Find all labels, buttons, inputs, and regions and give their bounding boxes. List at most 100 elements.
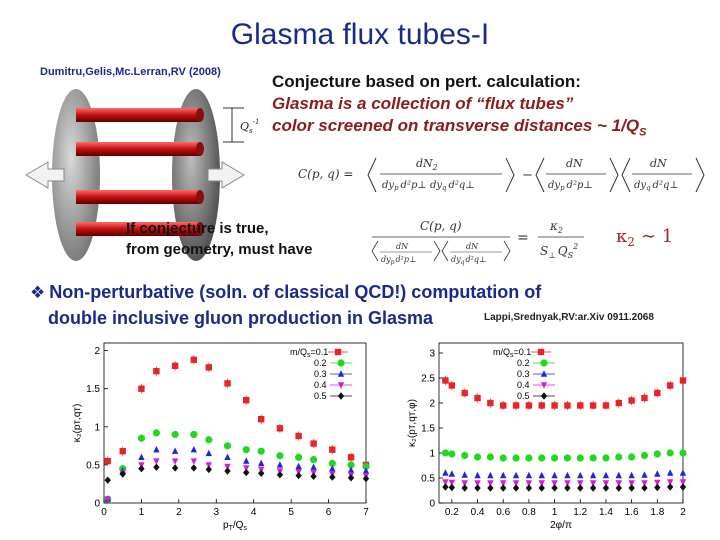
data-point xyxy=(276,471,284,479)
data-point xyxy=(654,483,661,492)
data-point xyxy=(564,484,571,492)
data-point xyxy=(577,471,584,479)
data-point xyxy=(474,484,481,492)
data-point xyxy=(224,467,231,475)
data-point xyxy=(153,463,160,471)
attribution: Dumitru,Gelis,Mc.Lerran,RV (2008) xyxy=(40,66,221,78)
data-point xyxy=(500,484,507,492)
data-point xyxy=(666,449,674,457)
data-point xyxy=(538,402,545,409)
data-point xyxy=(602,471,610,479)
legend-label: 0.2 xyxy=(517,358,530,368)
x-tick-label: 0 xyxy=(101,507,107,518)
series-0.5 xyxy=(104,463,370,484)
data-point xyxy=(525,454,533,462)
data-point xyxy=(628,453,636,461)
qs-label: Qs-1 xyxy=(240,118,259,135)
svg-text:dyqd²q⊥: dyqd²q⊥ xyxy=(451,255,486,266)
series-0.4 xyxy=(442,479,687,487)
svg-text:=: = xyxy=(517,230,529,246)
legend-marker xyxy=(540,359,548,367)
data-point xyxy=(171,430,179,439)
legend-marker xyxy=(540,392,548,400)
bullet-line-2: double inclusive gluon production in Gla… xyxy=(48,308,434,328)
legend-marker xyxy=(540,382,548,389)
data-point xyxy=(243,457,250,464)
flux-tube-3 xyxy=(76,190,200,204)
data-point xyxy=(538,454,546,462)
svg-text:κ2∼ 1: κ2 ∼ 1 xyxy=(616,226,673,249)
data-point xyxy=(138,385,145,392)
data-point xyxy=(589,454,597,462)
data-point xyxy=(679,483,687,491)
if-conjecture-line-2: from geometry, must have xyxy=(126,241,313,258)
data-point xyxy=(295,471,302,480)
data-point xyxy=(347,466,355,473)
data-point xyxy=(525,471,533,479)
flux-tube-1 xyxy=(76,108,200,122)
data-point xyxy=(224,380,231,387)
data-point xyxy=(329,473,336,481)
data-point xyxy=(615,471,622,479)
data-point xyxy=(512,484,520,492)
data-point xyxy=(654,470,661,477)
data-point xyxy=(564,480,571,487)
data-point xyxy=(295,453,303,461)
data-point xyxy=(525,484,533,492)
data-point xyxy=(512,471,520,479)
data-point xyxy=(654,389,661,397)
conjecture-line-1: Conjecture based on pert. calculation: xyxy=(272,72,581,91)
data-point xyxy=(577,480,584,487)
data-point xyxy=(171,458,179,465)
legend-marker xyxy=(337,392,345,400)
data-point xyxy=(589,402,597,409)
conjecture-block: Conjecture based on pert. calculation: G… xyxy=(272,71,646,143)
data-point xyxy=(310,455,318,464)
y-tick-label: 0 xyxy=(429,499,435,510)
legend-marker xyxy=(337,370,345,377)
formula-lhs: C(p, q) = xyxy=(298,167,353,181)
data-point xyxy=(104,457,111,465)
data-point xyxy=(104,496,111,503)
data-point xyxy=(104,476,111,484)
legend-label: 0.5 xyxy=(314,391,327,401)
data-point xyxy=(442,377,449,384)
plot-frame xyxy=(438,342,684,504)
legend-marker xyxy=(337,382,345,389)
data-point xyxy=(666,382,674,389)
data-point xyxy=(448,479,456,487)
right-arrow-icon xyxy=(207,161,245,189)
y-tick-label: 1 xyxy=(94,422,100,433)
conjecture-line-2: Glasma is a collection of “flux tubes” xyxy=(272,94,574,113)
data-point xyxy=(276,452,284,460)
data-point xyxy=(153,445,160,453)
conjecture-line-3: color screened on transverse distances ~… xyxy=(272,116,647,139)
data-point xyxy=(474,471,481,479)
data-point xyxy=(153,367,160,375)
data-point xyxy=(152,429,160,437)
series-0.3 xyxy=(104,445,370,502)
data-point xyxy=(171,447,179,454)
data-point xyxy=(171,362,179,370)
data-point xyxy=(329,446,336,453)
data-point xyxy=(653,450,661,458)
x-tick-label: 7 xyxy=(363,507,369,518)
x-tick-label: 0.4 xyxy=(471,507,485,518)
data-point xyxy=(666,469,674,476)
y-tick-label: 1.5 xyxy=(86,384,100,395)
series-0.1 xyxy=(442,375,687,411)
data-point xyxy=(448,470,456,477)
series-0.3 xyxy=(442,469,687,479)
x-axis-label: 2φ/π xyxy=(550,520,572,531)
data-point xyxy=(448,382,456,389)
data-point xyxy=(310,440,317,447)
data-point xyxy=(628,397,635,404)
data-point xyxy=(500,471,507,479)
data-point xyxy=(641,394,648,402)
legend-marker xyxy=(540,370,548,377)
svg-text:−: − xyxy=(522,168,533,183)
data-point xyxy=(654,479,661,487)
legend-marker xyxy=(337,359,345,367)
series-0.5 xyxy=(442,483,687,492)
correlation-formula: C(p, q) = dN2 dyp d²p⊥ dyq d²q⊥ − dN dyp d²… xyxy=(298,157,705,193)
